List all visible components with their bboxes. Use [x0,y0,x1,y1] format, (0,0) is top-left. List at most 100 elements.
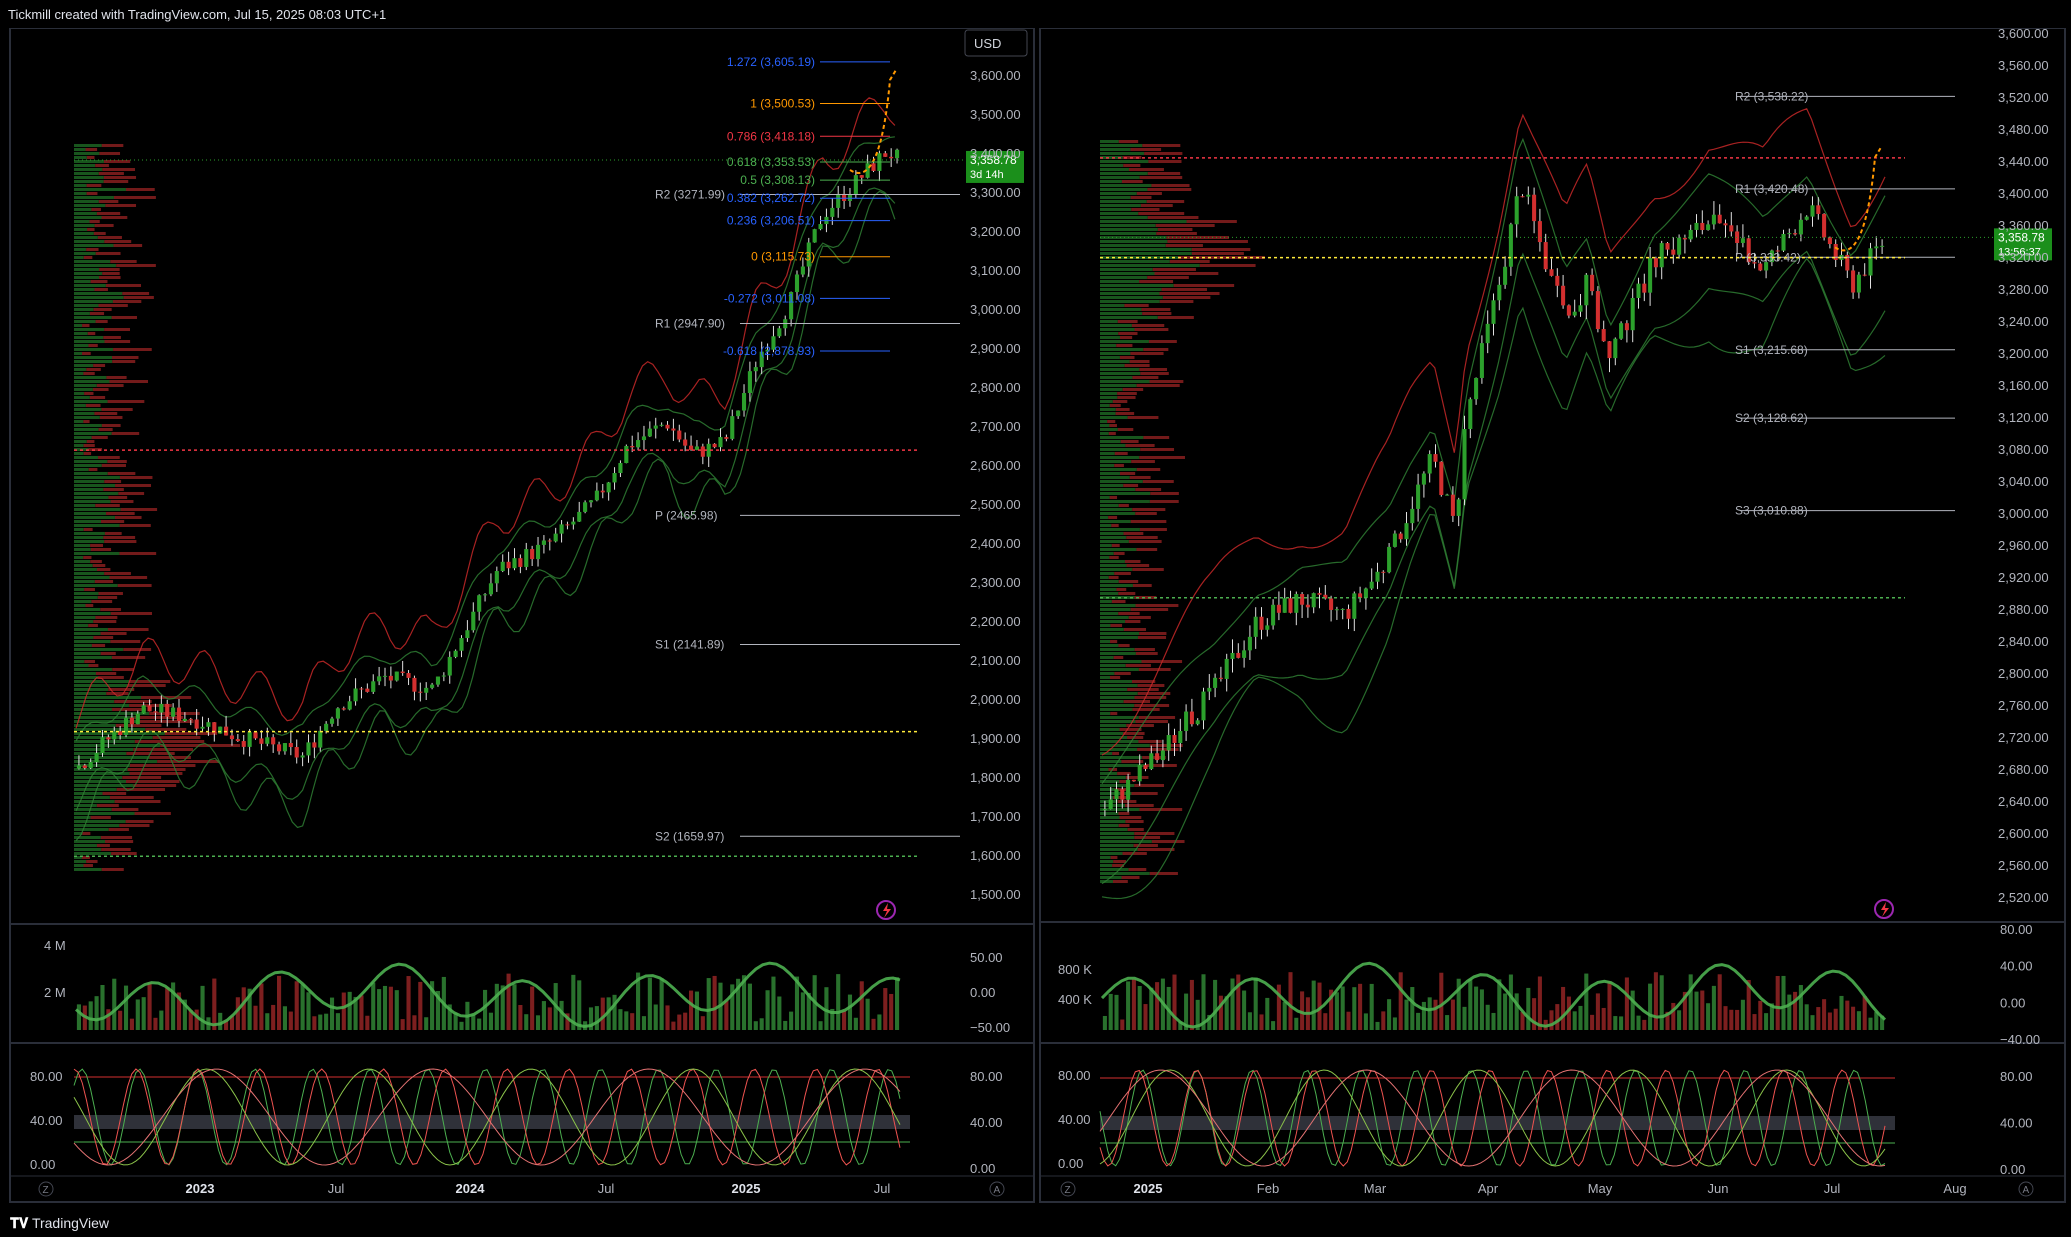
volume-bar [1688,974,1693,1030]
volume-profile-bar [1100,604,1136,607]
volume-profile-bar [1100,512,1136,515]
left-stoch-tick: 40.00 [30,1113,63,1128]
lightning-icon[interactable] [876,900,896,920]
candle-body [1346,608,1351,619]
left-stochastic-pane[interactable] [73,1068,910,1166]
volume-profile-bar [1159,300,1194,303]
volume-profile-bar [1117,392,1137,395]
volume-profile-bar [1100,568,1133,571]
left-price-tick: 2,400.00 [970,536,1021,551]
volume-bar [1329,989,1334,1030]
candle-body [453,650,458,657]
fib-level-label: -0.618 (2,878.93) [723,344,815,358]
volume-profile-bar [107,472,136,475]
candle-body [571,521,576,525]
countdown-label: 13:56:37 [1998,246,2041,258]
candle-body [524,549,529,567]
volume-bar [1381,1011,1386,1030]
left-volume-pane[interactable] [75,961,901,1030]
volume-profile-bar [1135,512,1157,515]
volume-profile-bar [1100,416,1128,419]
candle-body [147,705,152,712]
candle-body [153,711,158,713]
volume-profile-bar [104,340,131,343]
candle-body [465,630,470,639]
right-stochastic-pane[interactable] [1099,1069,1895,1167]
timezone-z-icon[interactable]: Z [38,1181,54,1197]
volume-bar [1775,975,1780,1030]
footer-brand: TradingView [31,1215,109,1231]
candle-body [1856,274,1861,293]
candle-body [1271,604,1276,626]
volume-profile-bar [1100,712,1111,715]
volume-profile-bar [1119,336,1133,339]
volume-profile-bar [110,612,153,615]
volume-bar [1456,978,1461,1030]
currency-button[interactable]: USD [964,29,1028,57]
candle-body [1595,291,1600,330]
volume-profile-bar [1132,376,1159,379]
volume-profile-bar [125,820,154,823]
volume-bar [777,996,782,1030]
volume-profile-bar [74,512,107,515]
right-price-pane[interactable]: R2 (3,538.22)R1 (3,420.48)P (3,333.42)S1… [1100,89,2052,900]
volume-bar [1555,1004,1560,1030]
candle-body [1155,753,1160,761]
volume-bar [1648,983,1653,1030]
volume-profile-bar [108,828,129,831]
volume-profile-bar [1143,436,1170,439]
volume-profile-bar [93,232,106,235]
candle-body [1555,275,1560,286]
volume-bar [842,1011,847,1030]
auto-scale-a-icon[interactable]: A [989,1181,1005,1197]
right-volume-pane[interactable] [1100,961,1887,1030]
volume-bar [736,978,741,1030]
volume-bar [88,1001,93,1030]
candle-body [1688,229,1693,240]
volume-profile-bar [133,748,193,751]
volume-profile-bar [103,176,137,179]
volume-profile-bar [1156,232,1197,235]
volume-bar [1572,1011,1577,1030]
candle-body [624,446,629,464]
candle-body [830,207,835,217]
tradingview-logo-icon[interactable]: 𝐓𝐕 TradingView [10,1215,109,1231]
candle-body [430,684,435,688]
candle-body [1224,658,1229,679]
volume-profile-bar [1131,792,1158,795]
volume-bar [871,1018,876,1030]
volume-bar [889,993,894,1030]
candle-body [741,393,747,411]
volume-profile-bar [74,160,104,163]
volume-bar [1868,1017,1873,1030]
volume-bar [877,1014,882,1030]
right-price-tick: 2,640.00 [1998,794,2049,809]
volume-profile-bar [1139,632,1167,635]
volume-profile-bar [1118,644,1130,647]
volume-bar [1526,987,1531,1030]
left-price-pane[interactable]: R2 (3271.99) R1 (2947.90) P (2465.98) S1 (2… [74,55,1024,871]
candle-body [1851,270,1856,293]
volume-bar [694,991,700,1030]
volume-profile-bar [74,692,107,695]
volume-profile-bar [74,720,138,723]
candle-body [812,229,817,243]
timezone-z-icon[interactable]: Z [1060,1181,1076,1197]
lightning-icon[interactable] [1874,899,1894,919]
volume-bar [1735,1009,1740,1030]
volume-bar [1816,1007,1821,1030]
auto-scale-a-icon[interactable]: A [2018,1181,2034,1197]
candle-body [800,266,805,275]
volume-profile-bar [157,760,220,763]
volume-bar [1595,993,1600,1030]
volume-profile-bar [74,816,91,819]
candle-body [1433,454,1438,462]
candle-body [1700,222,1705,231]
volume-profile-bar [1100,140,1119,143]
projection-arrow [1834,146,1882,252]
volume-profile-bar [74,248,87,251]
volume-profile-bar [74,652,101,655]
volume-profile-bar [99,416,123,419]
candle-body [1572,311,1577,316]
volume-profile-bar [1139,368,1168,371]
